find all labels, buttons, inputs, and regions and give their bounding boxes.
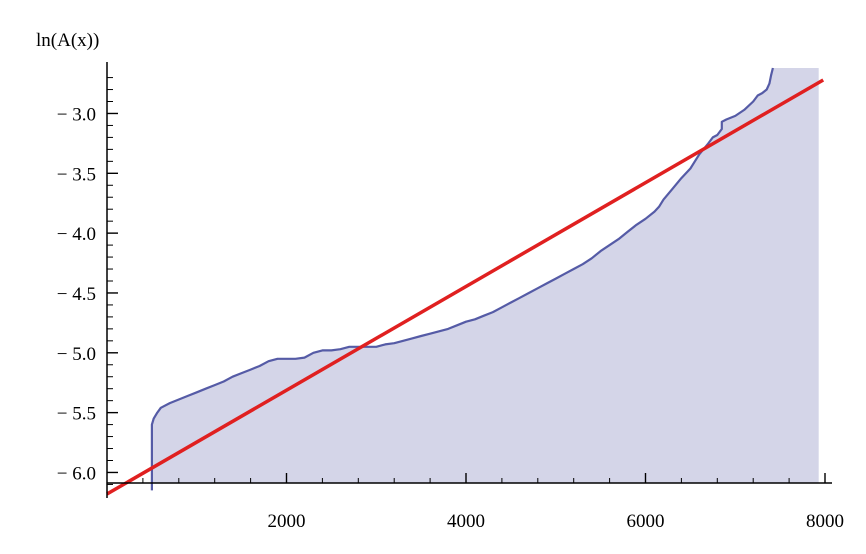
ticks: 2000 4000 6000 8000 − 6.0 − 5.5 − 5.0 − 4.5 − 4.…: [57, 77, 844, 532]
y-tick-label: − 3.0: [57, 104, 96, 125]
axes: 2000 4000 6000 8000 − 6.0 − 5.5 − 5.0 − 4.5 − 4.…: [57, 62, 844, 532]
series-line-data: [150, 67, 774, 491]
y-tick-label: − 3.5: [57, 164, 96, 185]
y-tick-label: − 5.0: [57, 344, 96, 365]
y-tick-label: − 5.5: [57, 404, 96, 425]
x-tick-label: 6000: [627, 511, 665, 532]
series-area-fill: [151, 68, 819, 491]
y-tick-label: − 4.0: [57, 224, 96, 245]
y-axis-title: ln(A(x)): [36, 30, 99, 51]
plot-area: [106, 67, 825, 496]
y-tick-label: − 4.5: [57, 284, 96, 305]
x-tick-label: 8000: [806, 511, 844, 532]
y-tick-label: − 6.0: [57, 463, 96, 484]
x-tick-label: 4000: [447, 511, 485, 532]
series-line-fit: [106, 78, 825, 496]
x-tick-label: 2000: [268, 511, 306, 532]
